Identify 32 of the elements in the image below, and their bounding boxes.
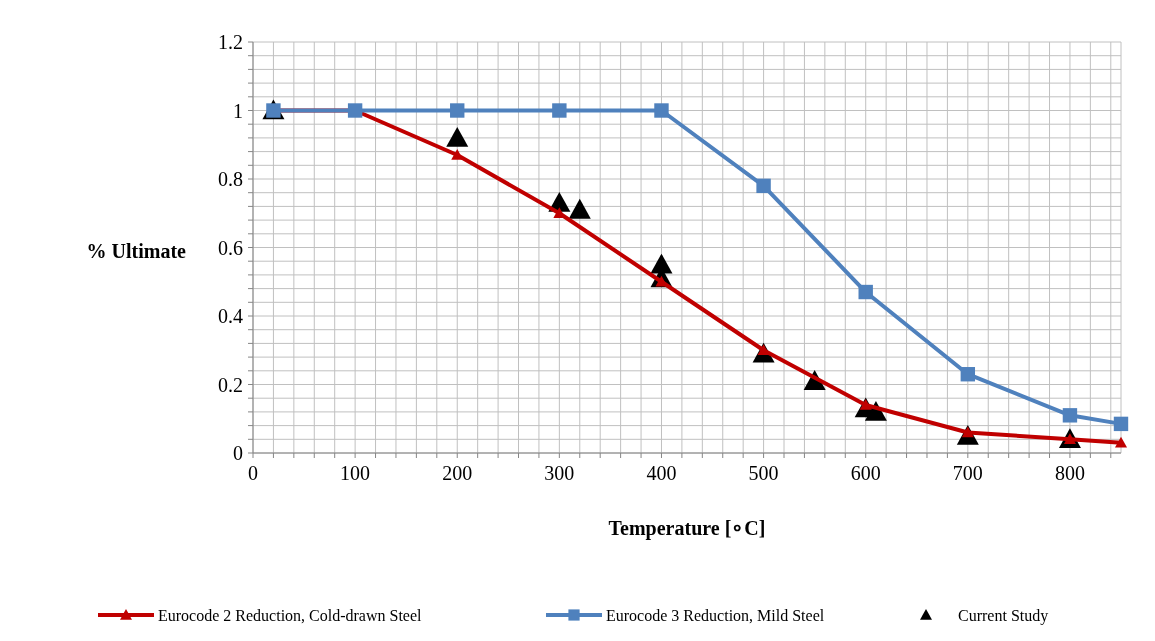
- point: [568, 198, 591, 219]
- point: [446, 126, 469, 147]
- y-tick-label: 1: [233, 99, 243, 122]
- x-tick-label: 700: [952, 462, 983, 484]
- x-tick-label: 500: [748, 462, 779, 484]
- x-axis-title: Temperature [∘C]: [608, 517, 766, 540]
- point: [1113, 416, 1129, 432]
- x-tick-label: 100: [340, 462, 371, 484]
- point: [654, 103, 669, 118]
- y-tick-label: 0.8: [218, 168, 243, 190]
- x-tick-label: 400: [646, 462, 677, 484]
- y-tick-label: 0.6: [218, 236, 243, 259]
- y-tick-label: 0: [233, 442, 243, 464]
- x-tick-label: 200: [442, 462, 473, 484]
- x-tick-label: 300: [544, 462, 575, 484]
- point: [450, 103, 465, 118]
- y-tick-label: 0.4: [218, 305, 243, 327]
- y-axis-title: % Ultimate: [86, 240, 187, 262]
- x-tick-label: 600: [850, 462, 881, 484]
- y-tick-label: 1.2: [218, 31, 243, 53]
- point: [1115, 436, 1127, 448]
- point: [1062, 408, 1078, 423]
- point: [858, 284, 873, 300]
- y-tick-label: 0.2: [218, 373, 243, 396]
- x-tick-label: 800: [1054, 462, 1085, 484]
- point: [756, 178, 771, 194]
- x-tick-label: 0: [248, 462, 258, 484]
- point: [552, 103, 567, 118]
- legend-label: Current Study: [958, 607, 1049, 625]
- legend-label: Eurocode 3 Reduction, Mild Steel: [606, 607, 825, 624]
- point: [960, 367, 976, 382]
- legend-label: Eurocode 2 Reduction, Cold-drawn Steel: [158, 607, 423, 624]
